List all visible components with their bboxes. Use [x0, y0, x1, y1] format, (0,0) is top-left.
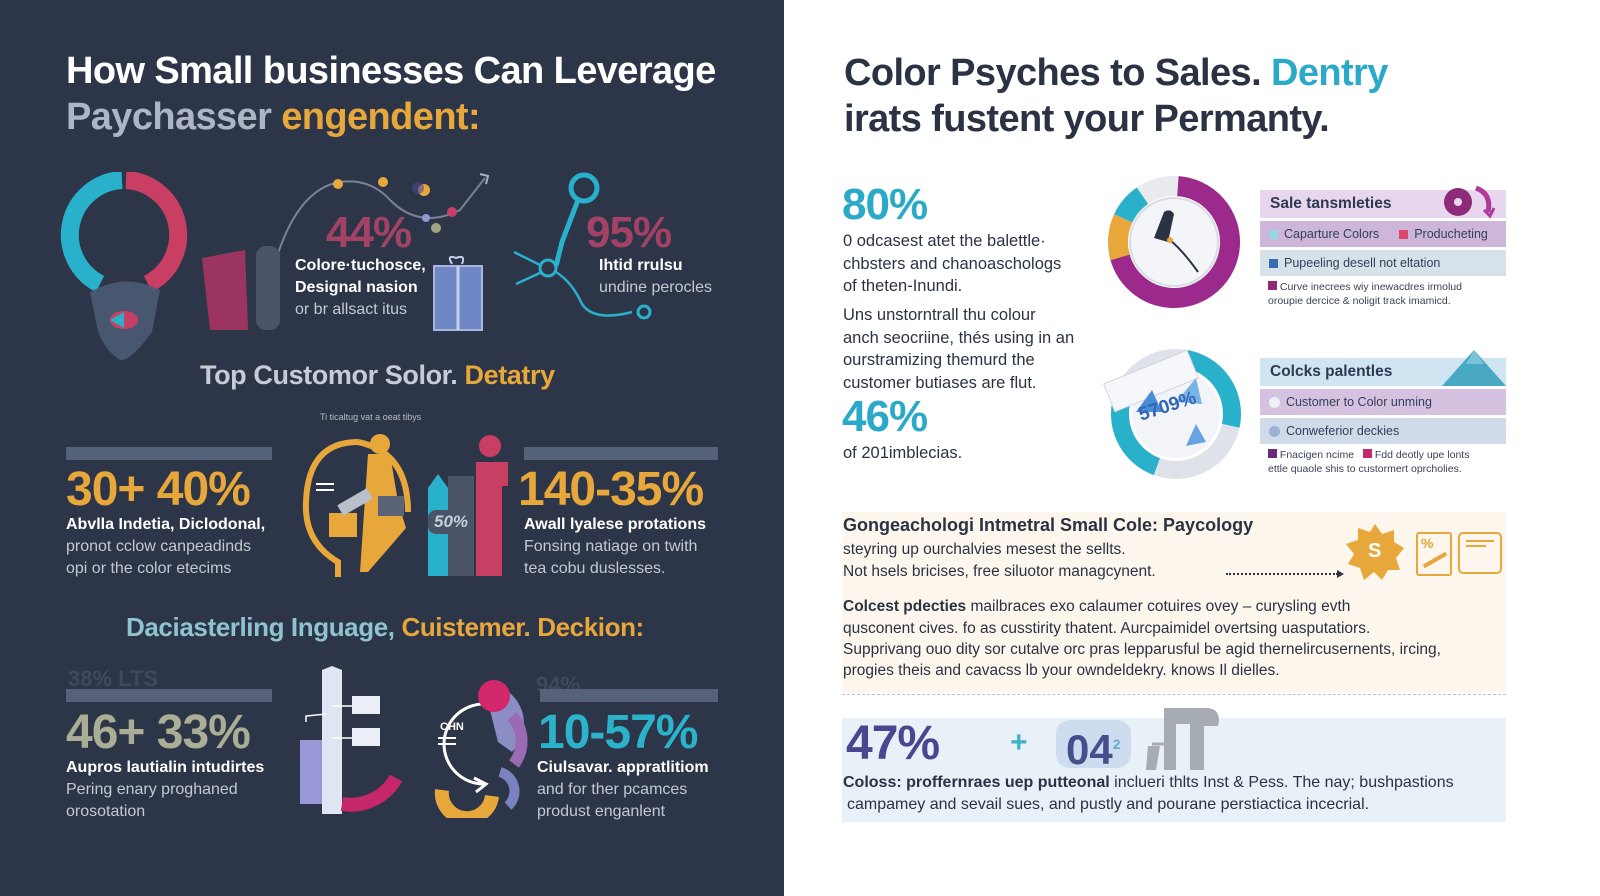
section3-left-bar	[66, 689, 272, 702]
left-bar	[66, 447, 272, 460]
psychology-para-line2: qusconent cives. fo as cusstirity thaten…	[843, 620, 1371, 637]
key-tool-icon	[513, 172, 652, 320]
right-title: Color Psyches to Sales. Dentry irats fus…	[844, 52, 1388, 140]
legend-sale-note: Curve inecrees wiy inewacdres irmolud or…	[1268, 281, 1462, 307]
section2-center-badge: 50%	[428, 510, 475, 534]
right-para1: 0 odcasest atet the balettle· chbsters a…	[843, 232, 1062, 295]
swatch-purple-icon	[1268, 281, 1277, 290]
right-stat2: 46%	[842, 392, 928, 441]
bottom-para-line1: Coloss: proffernraes uep putteonal inclu…	[843, 774, 1454, 791]
row1-stat2: 95%	[586, 208, 672, 257]
left-title-line2-grey: Paychasser	[66, 96, 272, 138]
psychology-para-line1: Colcest pdecties mailbraces exo calaumer…	[843, 598, 1351, 615]
split-ring-head-icon	[60, 172, 188, 361]
right-bar	[524, 447, 718, 460]
dollar-badge-icon	[1346, 524, 1404, 580]
head-profile-icon	[302, 434, 411, 577]
right-para2: Uns unstorntrall thu colour anch seocrii…	[843, 306, 1075, 392]
legend-sale: Sale tansmleties Caparture Colors Produc…	[1260, 190, 1506, 308]
gear-refresh-icon	[1444, 185, 1496, 219]
cycle-arrow-icon	[434, 680, 528, 818]
growth-curve-gift-icon	[202, 173, 490, 331]
swatch-dark-purple-icon	[1268, 449, 1277, 458]
psychology-para-line3: Supprivang ouo dity sor cutalve orc pras…	[843, 641, 1441, 658]
percent-card-icon: %	[1416, 532, 1452, 576]
mountain-icon	[1442, 350, 1506, 386]
section3-right-stat: 10-57%	[538, 706, 698, 759]
people-bars-icon	[428, 435, 508, 576]
left-title-line2-orange: engendent:	[281, 96, 481, 138]
cycle-icon-label: CHN	[440, 721, 464, 733]
swatch-blue-icon	[1269, 258, 1278, 268]
legend-sale-row1: Caparture Colors Producheting	[1260, 221, 1506, 247]
dotted-arrow	[1226, 570, 1344, 578]
legend-sale-row2: Pupeeling desell not eltation	[1260, 250, 1506, 276]
section2-left-stat: 30+ 40%	[66, 463, 251, 516]
psychology-line2: Not hsels bricises, free siluotor managc…	[843, 563, 1156, 580]
gauge-donut-chart	[1103, 349, 1241, 479]
right-para3: of 201imblecias.	[843, 444, 963, 462]
section3-right-bar	[540, 689, 718, 702]
row1-stat1: 44%	[326, 208, 412, 257]
section3-heading: Daciasterling Inguage, Cuistemer. Deckio…	[126, 612, 644, 642]
swatch-capture-icon	[1269, 229, 1278, 239]
psychology-para-line4: progies theis and cavacss lb your owndel…	[843, 662, 1280, 679]
section2-right-stat: 140-35%	[518, 463, 704, 516]
legend-palettes-note: Fnacigen ncime Fdd deotly upe lonts ettl…	[1268, 449, 1470, 475]
dollar-badge-label: S	[1368, 540, 1382, 562]
legend-sale-heading: Sale tansmleties	[1260, 190, 1506, 218]
section3-right-caption: Ciulsavar. appratlitiom and for ther pca…	[537, 759, 709, 820]
psychology-section-bg	[842, 512, 1506, 692]
legend-palettes: Colcks palentles Customer to Color unmin…	[1260, 358, 1506, 476]
section3-left-caption: Aupros lautialin intudirtes Pering enary…	[66, 759, 265, 820]
left-title: How Small businesses Can Leverage Paycha…	[66, 48, 716, 140]
section3-left-stat: 46+ 33%	[66, 706, 251, 759]
psychology-line1: steyring up ourchalvies mesest the sellt…	[843, 541, 1126, 558]
section2-left-caption: Abvlla Indetia, Diclodonal, pronot cclow…	[66, 516, 266, 577]
swatch-product-icon	[1399, 229, 1409, 239]
clock-donut-chart	[1107, 176, 1240, 308]
section3-left-ghost: 38% LTS	[68, 666, 159, 691]
right-stat1: 80%	[842, 180, 928, 229]
psychology-heading: Gongeachologi Intmetral Small Cole: Payc…	[843, 515, 1254, 535]
section2-right-caption: Awall lyalese protations Fonsing natiage…	[524, 516, 706, 577]
bottom-stat2: 042	[1056, 720, 1131, 773]
row1-caption1: Colore·tuchosce, Designal nasion or br a…	[295, 257, 426, 318]
section2-heading: Top Customor Solor. Detatry	[200, 360, 555, 390]
swatch-magenta-icon	[1362, 449, 1372, 458]
legend-palettes-row1: Customer to Color unming	[1260, 389, 1506, 415]
server-tower-icon	[300, 666, 403, 814]
row1-caption2: Ihtid rrulsu undine perocles	[599, 257, 712, 296]
document-card-icon	[1458, 532, 1502, 574]
section-divider	[842, 694, 1506, 695]
bottom-plus: +	[1010, 726, 1028, 759]
crane-machine-icon	[1146, 708, 1219, 770]
legend-palettes-row2: Conweferior deckies	[1260, 418, 1506, 444]
bottom-stat1: 47%	[846, 717, 940, 770]
section2-subheading: Ti ticaltug vat a oeat tibys	[320, 412, 422, 422]
left-title-line1: How Small businesses Can Leverage	[66, 50, 716, 92]
left-dark-panel: How Small businesses Can Leverage Paycha…	[0, 0, 784, 896]
bottom-para-line2: campamey and sevail sues, and pustly and…	[847, 796, 1370, 813]
swatch-lavender-icon	[1269, 425, 1280, 437]
right-light-panel: Color Psyches to Sales. Dentry irats fus…	[784, 0, 1600, 896]
swatch-white-icon	[1269, 396, 1280, 408]
